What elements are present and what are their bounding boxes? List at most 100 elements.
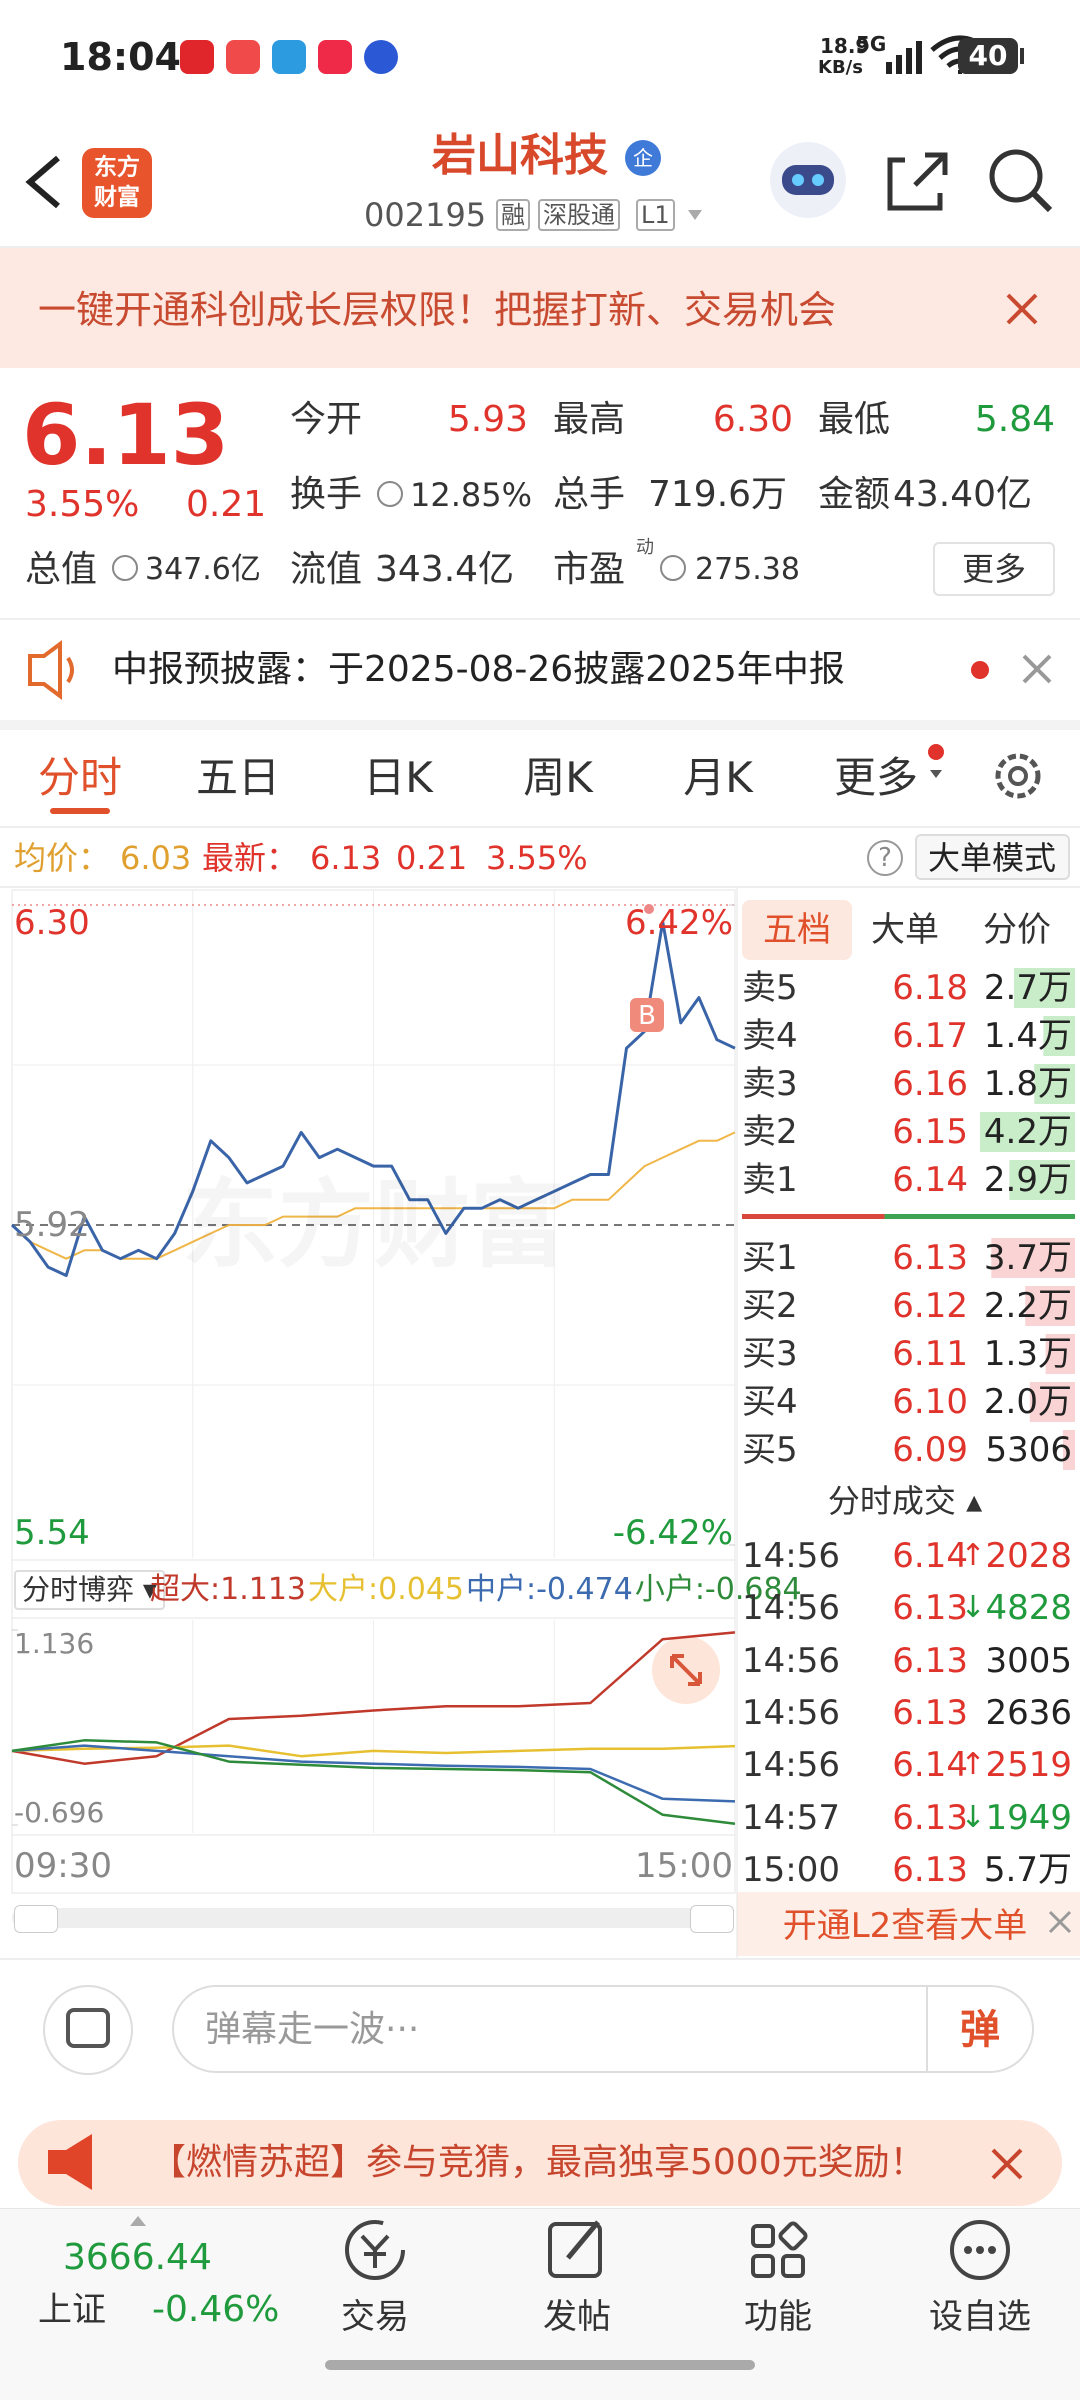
nav-item[interactable]: 设自选 xyxy=(929,2297,1031,2337)
info-icon[interactable] xyxy=(112,555,138,581)
info-icon[interactable] xyxy=(660,555,686,581)
logo-text: 财富 xyxy=(94,184,140,211)
latest-value: 6.13 xyxy=(310,839,382,877)
flow-selector-text: 分时博弈 xyxy=(22,1573,135,1606)
trades-title[interactable]: 分时成交 ▴ xyxy=(827,1482,983,1520)
banner-text[interactable]: 一键开通科创成长层权限！把握打新、交易机会 xyxy=(38,288,837,332)
book-tab[interactable]: 五档 xyxy=(763,910,831,950)
nav-item[interactable]: 功能 xyxy=(744,2297,812,2337)
trade-time: 14:56 xyxy=(742,1536,840,1576)
y-tick-label: 5.92 xyxy=(14,1205,90,1245)
search-button[interactable] xyxy=(989,149,1043,203)
close-l2[interactable] xyxy=(1048,1910,1072,1934)
field-value: 275.38 xyxy=(695,552,800,587)
comment-input[interactable] xyxy=(172,1985,1034,2073)
promo-text[interactable]: 【燃情苏超】参与竞猜，最高独享5000元奖励！ xyxy=(150,2142,926,2183)
tab[interactable]: 分时 xyxy=(37,753,123,802)
trade-volume: 4828 xyxy=(985,1588,1072,1629)
trade-price: 6.13 xyxy=(892,1797,968,1838)
index-value[interactable]: 3666.44 xyxy=(63,2237,212,2278)
book-label: 卖1 xyxy=(742,1160,798,1200)
nav-item[interactable]: 发帖 xyxy=(543,2297,611,2337)
comment-placeholder[interactable]: 弹幕走一波··· xyxy=(205,2009,420,2050)
scroll-handle[interactable] xyxy=(690,1905,734,1933)
trade-price: 6.13 xyxy=(892,1849,968,1890)
battery-icon xyxy=(1020,48,1024,64)
mode-button-bg[interactable] xyxy=(915,834,1070,880)
danmaku-toggle[interactable] xyxy=(43,1985,133,2075)
danmaku-button[interactable]: 弹 xyxy=(960,2007,1000,2053)
network-type: 5G xyxy=(856,32,887,56)
tab[interactable]: 更多 xyxy=(833,753,919,802)
book-volume: 2.9万 xyxy=(983,1160,1072,1200)
help-button[interactable]: ? xyxy=(867,840,903,876)
unread-dot xyxy=(971,661,989,679)
nav-icon xyxy=(950,2220,1010,2280)
close-banner[interactable] xyxy=(1006,293,1038,325)
close-promo[interactable] xyxy=(991,2148,1023,2180)
settings-button[interactable] xyxy=(995,753,1041,799)
trade-price: 6.13 xyxy=(892,1692,968,1733)
index-change[interactable]: -0.46% xyxy=(152,2289,280,2330)
book-price: 6.18 xyxy=(892,968,968,1008)
latest-change-pct: 3.55% xyxy=(486,839,588,877)
notify-icon xyxy=(318,40,352,74)
legend-entry: 大户:0.045 xyxy=(308,1572,464,1607)
dropdown-arrow[interactable] xyxy=(688,210,702,220)
trade-volume: 2519 xyxy=(985,1745,1072,1786)
scroll-handle[interactable] xyxy=(14,1905,58,1933)
flow-line xyxy=(11,1744,736,1803)
field-superscript: 动 xyxy=(636,537,654,558)
wifi-icon xyxy=(958,70,962,74)
close-notice[interactable] xyxy=(1022,654,1052,684)
tab[interactable]: 五日 xyxy=(195,753,281,802)
trade-volume: 1949 xyxy=(985,1797,1072,1838)
field-value: 6.30 xyxy=(712,399,793,440)
tab[interactable]: 周K xyxy=(523,753,593,802)
book-price: 6.11 xyxy=(892,1334,968,1374)
y2-tick-label: 6.42% xyxy=(624,903,733,943)
settings-button xyxy=(1008,766,1028,786)
unread-dot xyxy=(928,744,944,760)
scrollbar[interactable] xyxy=(12,1908,734,1928)
expand-arrow[interactable] xyxy=(130,2216,146,2226)
book-tab[interactable]: 分价 xyxy=(983,910,1051,950)
book-volume: 2.2万 xyxy=(983,1286,1072,1326)
field-value: 5.84 xyxy=(974,399,1055,440)
book-price: 6.10 xyxy=(892,1382,968,1422)
notice-text[interactable]: 中报预披露：于2025-08-26披露2025年中报 xyxy=(112,649,845,690)
field-label: 今开 xyxy=(290,399,363,440)
back-button[interactable] xyxy=(25,155,60,209)
badge: 企 xyxy=(633,146,653,170)
nav-item[interactable]: 交易 xyxy=(341,2297,409,2337)
depth-bar xyxy=(1009,1160,1075,1200)
field-label: 市盈 xyxy=(553,549,626,590)
trade-flag: ↓ xyxy=(960,1590,986,1626)
more-button-bg[interactable] xyxy=(933,542,1055,596)
index-name[interactable]: 上证 xyxy=(38,2290,106,2330)
divider xyxy=(0,1958,1080,1960)
divider xyxy=(926,1987,928,2071)
ask-strength xyxy=(884,1214,1075,1219)
tab[interactable]: 月K xyxy=(683,753,753,802)
bid-strength xyxy=(742,1214,885,1219)
field-value: 12.85% xyxy=(410,476,533,514)
l2-button[interactable]: 开通L2查看大单 xyxy=(782,1906,1028,1946)
field-label: 流值 xyxy=(290,549,363,590)
trade-marker: B xyxy=(638,1001,656,1031)
trade-time: 14:57 xyxy=(742,1797,840,1838)
field-label: 总值 xyxy=(25,549,98,590)
book-volume: 3.7万 xyxy=(983,1238,1072,1278)
more-button[interactable]: 更多 xyxy=(961,550,1027,588)
change: 0.21 xyxy=(186,484,267,525)
mode-button[interactable]: 大单模式 xyxy=(927,839,1057,877)
book-volume: 2.7万 xyxy=(983,968,1072,1008)
megaphone-icon xyxy=(48,2134,92,2190)
l2-bg xyxy=(737,1892,1080,1956)
flow-selector[interactable]: 分时博弈 ▾ xyxy=(14,1570,165,1610)
change-pct: 3.55% xyxy=(25,484,140,525)
book-tab[interactable]: 大单 xyxy=(871,910,939,950)
info-icon[interactable] xyxy=(377,481,403,507)
share-button[interactable] xyxy=(887,152,948,211)
tab[interactable]: 日K xyxy=(363,753,433,802)
